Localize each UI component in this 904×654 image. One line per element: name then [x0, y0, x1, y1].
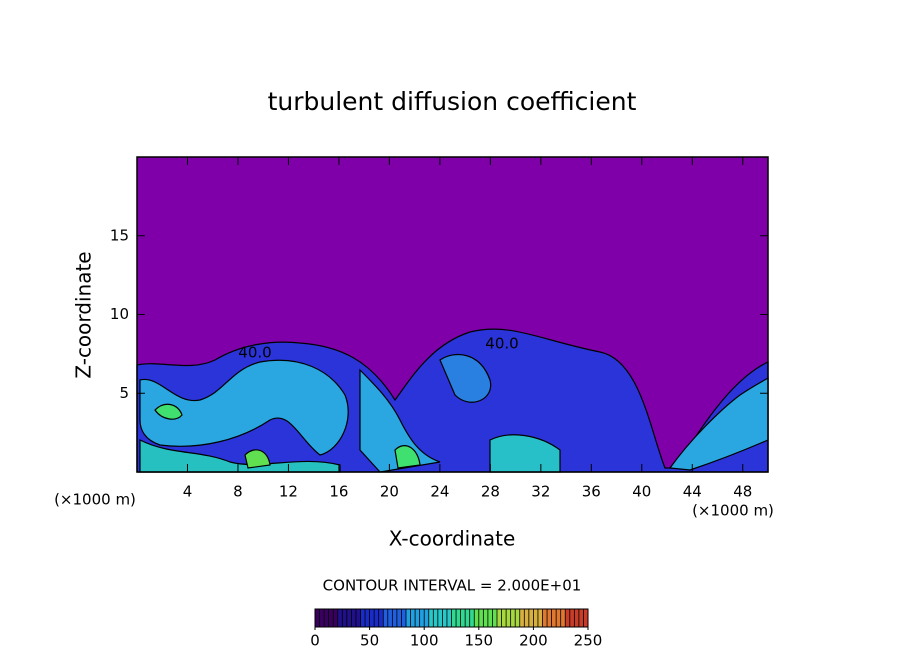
colorbar-swatch	[542, 609, 566, 627]
colorbar-tick-label: 0	[310, 632, 320, 650]
colorbar-frame	[314, 608, 589, 628]
unit-label: (×1000 m)	[692, 502, 774, 520]
x-axis-label: X-coordinate	[389, 527, 516, 551]
x-tick-label: 44	[683, 483, 702, 501]
contour-interval: CONTOUR INTERVAL = 2.000E+01	[323, 577, 582, 595]
colorbar-swatch	[383, 609, 407, 627]
colorbar-tick-label: 50	[360, 632, 379, 650]
contour-label: 40.0	[238, 344, 271, 362]
x-tick-label: 48	[733, 483, 752, 501]
colorbar-swatch	[406, 609, 430, 627]
chart-title: turbulent diffusion coefficient	[268, 87, 637, 116]
colorbar-tick-label: 250	[574, 632, 603, 650]
colorbar-swatch	[497, 609, 521, 627]
x-tick-label: 24	[430, 483, 449, 501]
colorbar-swatch	[360, 609, 384, 627]
x-tick-label: 32	[531, 483, 550, 501]
colorbar-swatch	[451, 609, 475, 627]
colorbar-swatch	[428, 609, 452, 627]
y-tick-label: 5	[119, 384, 129, 402]
y-tick-label: 10	[110, 305, 129, 323]
colorbar-swatch	[565, 609, 589, 627]
unit-label: (×1000 m)	[54, 491, 136, 509]
colorbar-tick-label: 150	[464, 632, 493, 650]
x-tick-label: 40	[632, 483, 651, 501]
y-tick-label: 15	[110, 226, 129, 244]
x-tick-label: 4	[183, 483, 193, 501]
colorbar-swatch	[519, 609, 543, 627]
x-tick-label: 36	[582, 483, 601, 501]
colorbar-tick-label: 200	[519, 632, 548, 650]
colorbar-swatch	[337, 609, 361, 627]
x-tick-label: 28	[481, 483, 500, 501]
field	[136, 328, 769, 473]
colorbar-swatch	[474, 609, 498, 627]
x-tick-label: 20	[380, 483, 399, 501]
x-tick-label: 16	[329, 483, 348, 501]
y-axis-label: Z-coordinate	[72, 251, 96, 378]
contour-label: 40.0	[485, 335, 518, 353]
x-tick-label: 12	[279, 483, 298, 501]
colorbar-tick-label: 100	[410, 632, 439, 650]
colorbar-swatch	[315, 609, 339, 627]
x-tick-label: 8	[233, 483, 243, 501]
